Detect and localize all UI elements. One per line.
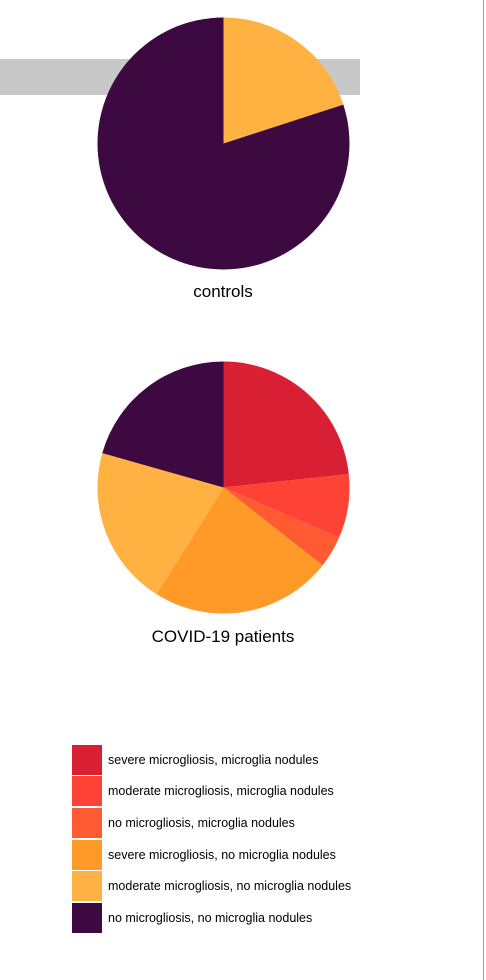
legend-swatch	[72, 776, 102, 807]
legend-label: moderate microgliosis, no microglia nodu…	[108, 879, 352, 894]
legend-item: severe microgliosis, no microglia nodule…	[72, 839, 472, 871]
legend-item: no microgliosis, no microglia nodules	[72, 902, 472, 934]
covid-slice-0	[223, 361, 349, 488]
pie-title-controls: controls	[193, 282, 253, 301]
pie-title-covid: COVID-19 patients	[151, 627, 295, 646]
legend-swatch	[72, 902, 102, 933]
legend-item: moderate microgliosis, no microglia nodu…	[72, 870, 472, 902]
controls-slice-5	[97, 17, 350, 270]
legend-swatch	[72, 839, 102, 870]
legend-item: no microgliosis, microglia nodules	[72, 807, 472, 839]
legend: severe microgliosis, microglia nodules m…	[72, 744, 472, 934]
legend-label: moderate microgliosis, microglia nodules	[108, 784, 334, 799]
covid-slice-2	[223, 487, 340, 566]
legend-label: no microgliosis, no microglia nodules	[108, 910, 313, 925]
right-border-line	[483, 0, 484, 980]
legend-label: severe microgliosis, microglia nodules	[108, 752, 319, 767]
legend-item: moderate microgliosis, microglia nodules	[72, 776, 472, 808]
legend-swatch	[72, 807, 102, 838]
legend-item: severe microgliosis, microglia nodules	[72, 744, 472, 776]
legend-swatch	[72, 744, 102, 775]
covid-slice-1	[223, 474, 350, 538]
controls-slice-4	[223, 17, 344, 144]
covid-slice-5	[102, 361, 224, 488]
legend-label: severe microgliosis, no microglia nodule…	[108, 847, 336, 862]
pie-chart-controls	[97, 17, 350, 270]
pie-chart-covid	[97, 361, 350, 614]
legend-swatch	[72, 871, 102, 902]
legend-label: no microgliosis, microglia nodules	[108, 815, 295, 830]
covid-slice-3	[156, 487, 323, 614]
covid-slice-4	[97, 453, 224, 595]
